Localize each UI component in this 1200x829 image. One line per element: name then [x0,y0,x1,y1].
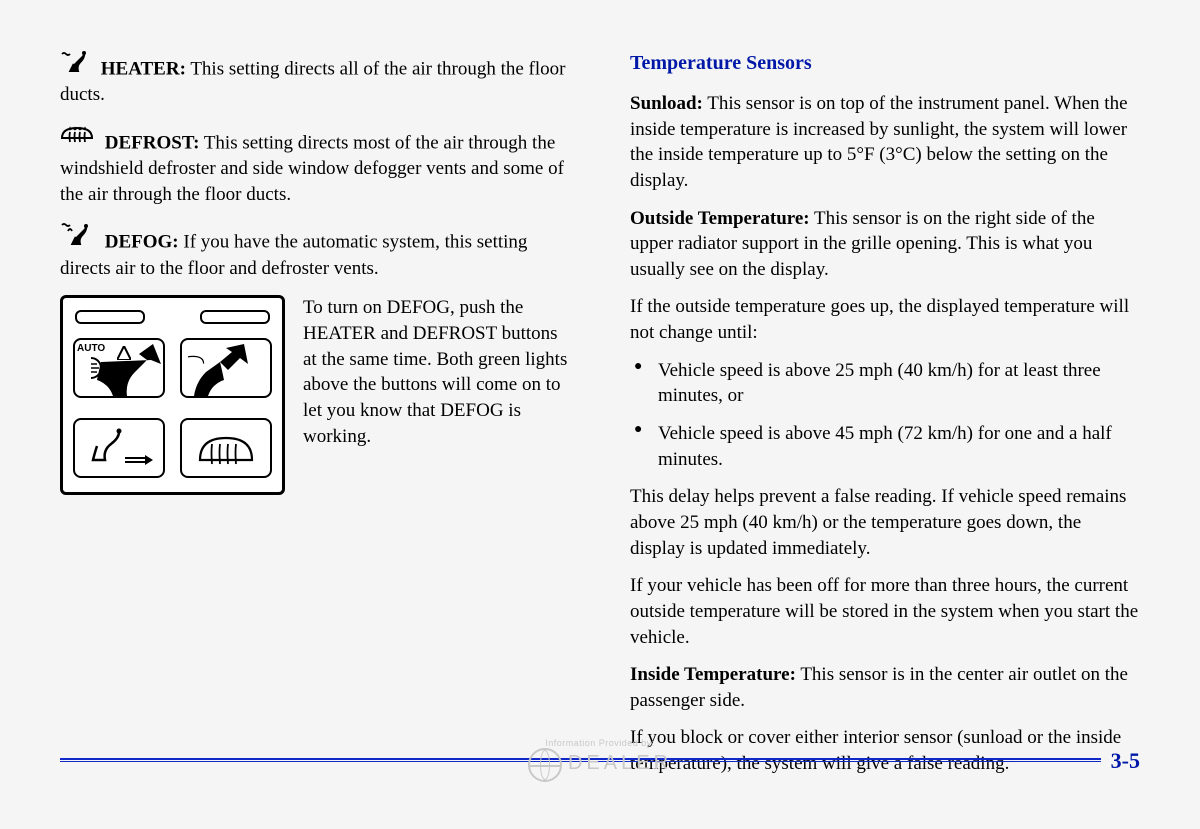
watermark: Information Provided by: DEALER [528,738,672,782]
outside-para: Outside Temperature: This sensor is on t… [630,206,1140,283]
watermark-brand: DEALER [568,752,672,774]
panel-indicator-tr [200,310,270,324]
globe-icon [528,748,562,782]
defog-label: DEFOG: [105,232,179,253]
section-title: Temperature Sensors [630,50,1140,77]
outside-p3: This delay helps prevent a false reading… [630,484,1140,561]
bullet-1: Vehicle speed is above 25 mph (40 km/h) … [630,358,1140,409]
defog-icon [60,221,94,253]
defog-illustration-row: AUTO To turn on DEFOG, push the HEATER a… [60,295,570,495]
panel-indicator-tl [75,310,145,324]
inside-para: Inside Temperature: This sensor is in th… [630,662,1140,713]
panel-button-floor [73,418,165,478]
sunload-para: Sunload: This sensor is on top of the in… [630,91,1140,194]
hvac-control-panel-illustration: AUTO [60,295,285,495]
page-content: HEATER: This setting directs all of the … [0,0,1200,829]
heater-icon [60,50,90,80]
triangle-icon [117,346,131,360]
defrost-icon [60,122,94,154]
outside-label: Outside Temperature: [630,208,810,229]
outside-p4: If your vehicle has been off for more th… [630,573,1140,650]
defrost-entry: DEFROST: This setting directs most of th… [60,122,570,208]
windshield-defrost-icon [182,420,270,476]
right-column: Temperature Sensors Sunload: This sensor… [630,50,1140,789]
floor-vent-icon [75,420,163,476]
defog-instruction-text: To turn on DEFOG, push the HEATER and DE… [303,295,570,495]
watermark-small: Information Provided by: [528,738,672,748]
inside-p2: If you block or cover either interior se… [630,725,1140,776]
sunload-label: Sunload: [630,93,703,114]
press-arrow-right-icon [188,344,264,402]
heater-label: HEATER: [101,59,186,80]
conditions-list: Vehicle speed is above 25 mph (40 km/h) … [630,358,1140,473]
page-number: 3-5 [1101,748,1140,774]
bullet-2: Vehicle speed is above 45 mph (72 km/h) … [630,421,1140,472]
defog-entry: DEFOG: If you have the automatic system,… [60,221,570,281]
inside-label: Inside Temperature: [630,664,796,685]
panel-button-defrost2 [180,418,272,478]
heater-entry: HEATER: This setting directs all of the … [60,50,570,108]
outside-p2: If the outside temperature goes up, the … [630,294,1140,345]
defrost-label: DEFROST: [105,133,200,154]
sunload-text: This sensor is on top of the instrument … [630,93,1128,191]
left-column: HEATER: This setting directs all of the … [60,50,570,789]
